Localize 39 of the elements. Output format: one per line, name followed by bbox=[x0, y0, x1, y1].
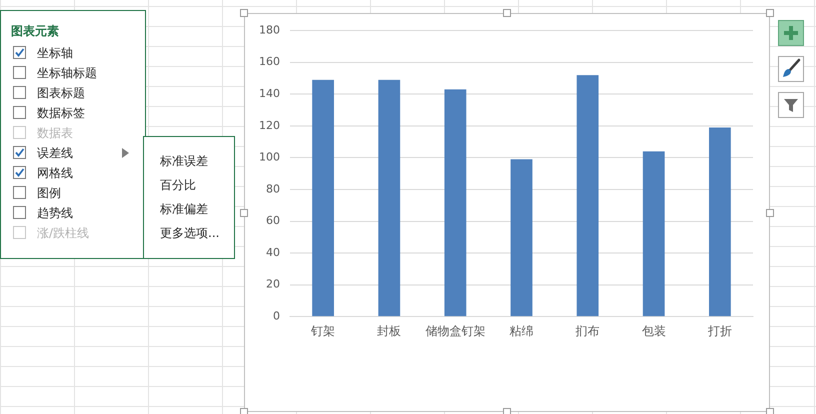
text: 标准偏差 bbox=[160, 201, 208, 217]
text: 坐标轴标题 bbox=[37, 65, 97, 81]
y-tick-label: 0 bbox=[272, 309, 280, 322]
y-tick-label: 100 bbox=[258, 150, 280, 164]
text: 更多选项... bbox=[160, 225, 220, 241]
text: 涨/跌柱线 bbox=[37, 225, 90, 241]
text: 图表标题 bbox=[37, 85, 85, 101]
text: 坐标轴 bbox=[37, 45, 73, 61]
bar bbox=[510, 159, 532, 316]
bar bbox=[642, 151, 665, 316]
text: 标准误差 bbox=[160, 153, 208, 169]
bar bbox=[709, 128, 731, 316]
y-tick-label: 80 bbox=[266, 182, 280, 196]
x-tick-label: 粘绵 bbox=[510, 324, 534, 338]
bar bbox=[444, 89, 466, 316]
bar bbox=[378, 80, 400, 316]
bar bbox=[312, 80, 334, 316]
y-tick-label: 40 bbox=[266, 246, 280, 259]
text: 百分比 bbox=[160, 177, 196, 193]
y-tick-label: 60 bbox=[266, 214, 280, 228]
y-tick-label: 120 bbox=[258, 118, 280, 132]
text: 误差线 bbox=[37, 145, 73, 161]
text: 趋势线 bbox=[37, 205, 73, 221]
x-tick-label: 扪布 bbox=[576, 324, 600, 338]
x-tick-label: 包装 bbox=[642, 324, 666, 338]
y-tick-label: 180 bbox=[258, 23, 280, 36]
x-tick-label: 封板 bbox=[377, 324, 402, 338]
x-tick-label: 打折 bbox=[706, 324, 732, 338]
y-tick-label: 140 bbox=[258, 87, 280, 100]
bar bbox=[576, 75, 599, 316]
x-tick-label: 储物盒钉架 bbox=[425, 324, 486, 338]
text: 网格线 bbox=[37, 165, 73, 181]
y-tick-label: 160 bbox=[258, 55, 280, 68]
x-tick-label: 钉架 bbox=[310, 324, 336, 338]
text: 图表元素 bbox=[11, 23, 59, 40]
text: 图例 bbox=[37, 185, 61, 201]
y-tick-label: 20 bbox=[266, 278, 280, 291]
text: 数据标签 bbox=[37, 105, 85, 121]
text: 数据表 bbox=[37, 125, 73, 141]
